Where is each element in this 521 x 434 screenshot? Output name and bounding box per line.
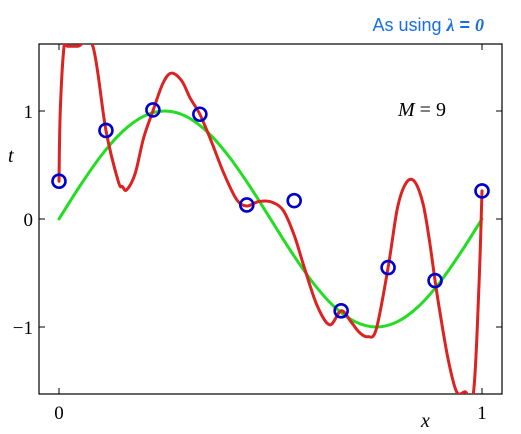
data-point	[333, 302, 349, 319]
y-tick-label: −1	[13, 318, 33, 339]
series-layer	[57, 44, 484, 394]
chart-title-prefix: As using	[372, 15, 446, 35]
data-point	[474, 183, 490, 199]
points-layer	[51, 102, 490, 319]
model-order-value: 9	[436, 99, 446, 121]
data-point	[145, 102, 161, 118]
data-point	[98, 122, 114, 139]
data-point	[427, 272, 443, 289]
polynomial-fit-line	[57, 44, 484, 394]
data-point	[380, 259, 396, 276]
chart-title-equals: =	[454, 15, 475, 35]
data-point	[239, 197, 255, 213]
model-order-equals: =	[415, 99, 436, 121]
data-point	[286, 192, 302, 209]
model-order-annotation: M = 9	[397, 99, 446, 121]
data-point	[51, 173, 67, 189]
x-axis-label: x	[420, 410, 430, 432]
model-order-symbol: M	[397, 99, 416, 121]
chart-title: As using λ = 0	[372, 15, 484, 35]
chart-title-zero: 0	[475, 15, 484, 35]
y-axis-label: t	[8, 145, 14, 167]
y-tick-label: 0	[24, 210, 34, 231]
true-function-line	[57, 109, 484, 329]
x-tick-label: 1	[477, 403, 487, 424]
axes: −1 0 1 0 1	[13, 44, 502, 424]
chart-title-lambda: λ	[445, 15, 454, 35]
x-tick-label: 0	[54, 403, 64, 424]
data-point	[192, 106, 208, 123]
y-tick-label: 1	[24, 102, 34, 123]
